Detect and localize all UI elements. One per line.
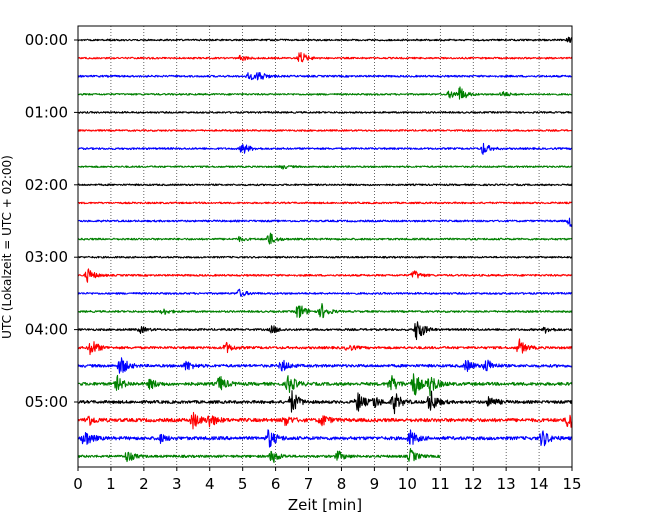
x-tick-label: 12 — [464, 475, 483, 493]
x-tick-label: 6 — [271, 475, 281, 493]
trace-0545 — [77, 447, 441, 464]
x-tick-label: 13 — [497, 475, 516, 493]
x-axis-ticks: 0 1 2 3 4 5 6 7 8 9 10 11 12 13 14 15 — [73, 467, 582, 493]
trace-0200 — [77, 183, 573, 187]
trace-0030 — [77, 72, 573, 81]
trace-0045 — [77, 86, 573, 100]
trace-0100 — [77, 111, 573, 114]
trace-0000 — [77, 36, 573, 44]
trace-0300 — [77, 255, 573, 259]
trace-0130 — [77, 142, 573, 155]
y-axis-label: UTC (Lokalzeit = UTC + 02:00) — [0, 155, 14, 339]
x-tick-label: 11 — [431, 475, 450, 493]
trace-0230 — [77, 217, 573, 227]
trace-0315 — [77, 268, 573, 283]
y-tick-label: 00:00 — [25, 31, 68, 49]
y-tick-label: 01:00 — [25, 103, 68, 121]
trace-0415 — [77, 338, 573, 356]
trace-0445 — [77, 373, 573, 397]
x-axis-label: Zeit [min] — [288, 496, 362, 514]
trace-0515 — [77, 411, 573, 430]
y-tick-label: 03:00 — [25, 248, 68, 266]
trace-0430 — [77, 357, 573, 374]
x-tick-label: 5 — [238, 475, 248, 493]
trace-0015 — [77, 51, 573, 63]
y-tick-label: 05:00 — [25, 393, 68, 411]
x-tick-label: 1 — [106, 475, 116, 493]
x-tick-label: 3 — [172, 475, 182, 493]
trace-0530 — [77, 429, 573, 448]
trace-0400 — [77, 321, 573, 341]
x-tick-label: 0 — [73, 475, 83, 493]
trace-0115 — [77, 129, 573, 132]
trace-0500 — [77, 390, 573, 415]
x-tick-label: 14 — [530, 475, 549, 493]
y-tick-label: 04:00 — [25, 321, 68, 339]
y-axis-ticks: 00:00 01:00 02:00 03:00 04:00 05:00 — [25, 31, 78, 411]
x-tick-label: 9 — [370, 475, 380, 493]
y-tick-label: 02:00 — [25, 176, 68, 194]
x-tick-label: 2 — [139, 475, 149, 493]
trace-0245 — [77, 232, 573, 245]
trace-0145 — [77, 164, 573, 170]
x-tick-label: 7 — [304, 475, 314, 493]
plot-frame — [77, 25, 573, 468]
x-tick-label: 8 — [337, 475, 347, 493]
x-tick-label: 10 — [398, 475, 417, 493]
trace-0215 — [77, 201, 573, 205]
x-tick-label: 15 — [562, 475, 581, 493]
trace-0345 — [77, 303, 573, 319]
x-tick-label: 4 — [205, 475, 215, 493]
trace-0330 — [77, 288, 573, 298]
traces-layer — [77, 36, 573, 464]
